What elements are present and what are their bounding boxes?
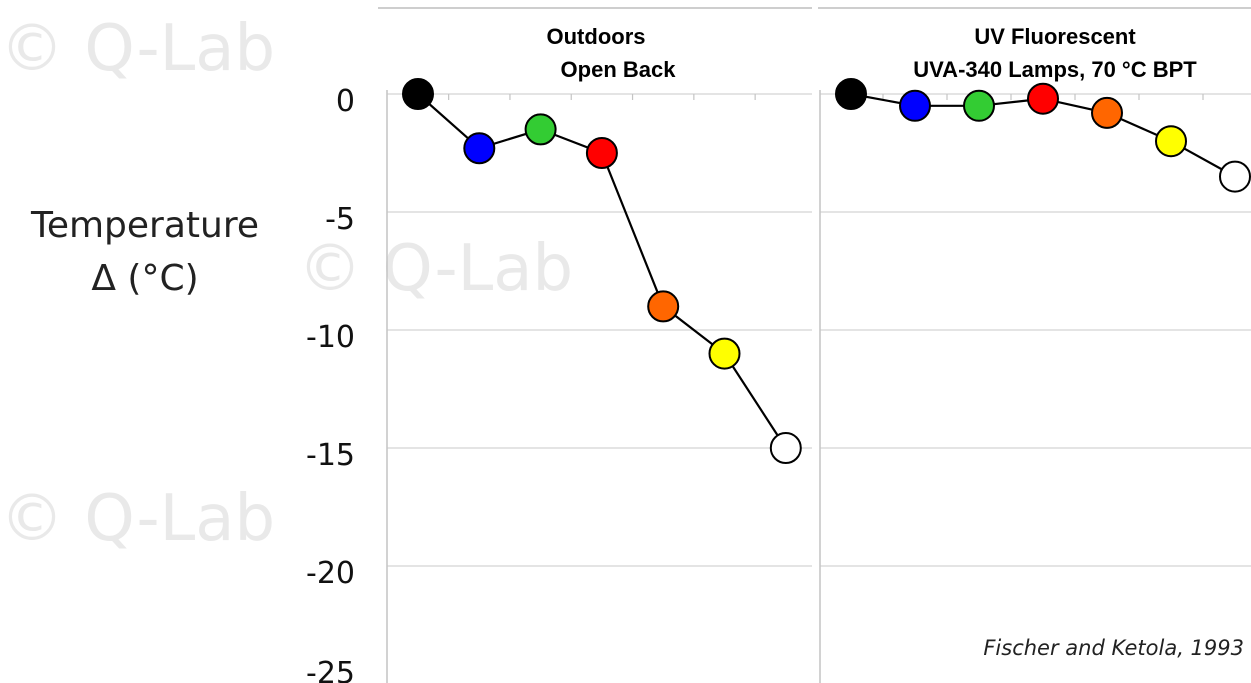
data-point [708, 337, 741, 370]
panel-title-uv-line2: UVA-340 Lamps, 70 °C BPT [913, 57, 1197, 82]
y-tick-label: -20 [306, 556, 355, 591]
panel-title-outdoors-line1: Outdoors [547, 24, 646, 49]
gridlines [387, 93, 1251, 567]
data-point [1027, 82, 1059, 115]
data-point [1155, 125, 1187, 158]
data-point [585, 137, 618, 169]
y-tick-label: 0 [336, 84, 355, 119]
y-axis-label-line2: Δ (°C) [91, 258, 198, 299]
data-point [647, 290, 680, 323]
y-tick-label: -25 [306, 656, 355, 683]
data-point [835, 78, 867, 110]
axes [386, 90, 1204, 683]
y-tick-label: -15 [306, 438, 355, 473]
y-tick-label: -10 [306, 320, 355, 355]
watermark-layer: © Q-Lab © Q-Lab © Q-Lab [0, 12, 573, 556]
data-point [1091, 96, 1123, 129]
panel-title-uv-line1: UV Fluorescent [974, 24, 1136, 49]
data-point [463, 132, 496, 165]
data-point [1219, 160, 1251, 193]
data-point [402, 78, 434, 110]
data-point [963, 89, 995, 122]
citation: Fischer and Ketola, 1993 [983, 636, 1244, 660]
watermark-top: © Q-Lab [0, 12, 275, 86]
data-point [524, 113, 557, 146]
data-series [402, 78, 1251, 464]
y-axis-label-line1: Temperature [30, 205, 259, 246]
y-tick-labels: 0 -5 -10 -15 -20 -25 [306, 84, 355, 683]
watermark-middle: © Q-Lab [298, 232, 573, 306]
data-point [769, 432, 802, 464]
data-point [899, 89, 931, 122]
panel-title-outdoors-line2: Open Back [561, 57, 677, 82]
watermark-bottom: © Q-Lab [0, 482, 275, 556]
y-tick-label: -5 [325, 202, 355, 237]
